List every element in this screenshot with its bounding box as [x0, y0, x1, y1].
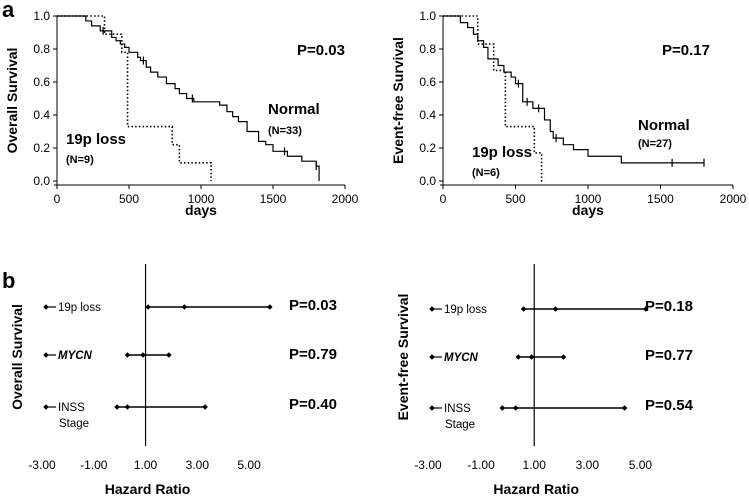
row-label: INSS — [58, 402, 85, 414]
x-tick-label: 500 — [505, 192, 525, 206]
y-tick-label: 0.2 — [419, 141, 436, 155]
group-n-label: (N=9) — [66, 154, 94, 166]
y-tick-label: 1.0 — [419, 9, 436, 23]
group-n-label: (N=6) — [472, 167, 500, 179]
x-tick-label: 1500 — [260, 192, 287, 206]
ci-low-marker — [499, 405, 506, 411]
row-p-value: P=0.79 — [289, 346, 337, 363]
group-label: Normal — [638, 117, 690, 134]
x-tick-label: 5.00 — [237, 458, 261, 472]
x-tick-label: 1500 — [647, 192, 674, 206]
estimate-marker — [512, 405, 519, 411]
x-axis-title: Hazard Ratio — [493, 481, 579, 497]
estimate-marker — [124, 404, 131, 410]
y-tick-label: 0.0 — [419, 174, 436, 188]
row-p-value: P=0.40 — [289, 396, 337, 413]
x-axis-title: days — [572, 202, 604, 218]
group-n-label: (N=27) — [638, 138, 672, 150]
y-tick-label: 0.2 — [33, 141, 50, 155]
x-tick-label: 500 — [119, 192, 139, 206]
x-tick-label: 1.00 — [523, 458, 547, 472]
estimate-marker — [140, 352, 146, 358]
km-curve-normal — [57, 15, 320, 181]
y-tick-label: 0.4 — [419, 108, 436, 122]
row-label: MYCN — [444, 352, 479, 364]
x-tick-label: -1.00 — [467, 458, 495, 472]
ci-high-marker — [560, 354, 567, 360]
x-tick-label: 1.00 — [134, 458, 158, 472]
ci-high-marker — [621, 405, 628, 411]
x-axis-title: Hazard Ratio — [105, 481, 191, 497]
km-panel-efs: 0.0 0.2 0.4 0.6 0.8 1.0 0 500 1000 1500 2000 days Ev… — [390, 9, 747, 218]
x-tick-label: -3.00 — [28, 458, 56, 472]
group-label: 19p loss — [472, 144, 532, 161]
estimate-marker — [552, 306, 559, 312]
y-tick-label: 0.8 — [33, 42, 50, 56]
y-axis-title: Overall Survival — [4, 48, 20, 154]
row-p-value: P=0.03 — [289, 297, 337, 314]
y-tick-label: 0.4 — [33, 108, 50, 122]
y-axis-title: Event-free Survival — [390, 37, 406, 164]
ci-high-marker — [267, 304, 273, 310]
x-tick-label: 0 — [54, 192, 61, 206]
y-tick-label: 0.6 — [33, 75, 50, 89]
x-tick-label: 3.00 — [186, 458, 210, 472]
ci-high-marker — [642, 306, 649, 312]
forest-panel-efs: -3.00 -1.00 1.00 3.00 5.00 Hazard Ratio Event-… — [395, 264, 694, 497]
km-curve-19p-loss — [57, 15, 212, 181]
ci-low-marker — [114, 404, 120, 410]
row-p-value: P=0.54 — [645, 397, 694, 414]
charts-layer: 0.00.20.40.60.81.00 500 1000 1500 2000daysOv… — [4, 9, 747, 497]
km-panel-os: 0.0 0.2 0.4 0.6 0.8 1.0 0 500 1000 1500 2000 days Ov… — [4, 9, 359, 218]
ci-low-marker — [124, 352, 131, 358]
group-n-label: (N=33) — [268, 125, 302, 137]
y-tick-label: 0.0 — [33, 174, 50, 188]
y-axis-title: Overall Survival — [9, 304, 25, 410]
p-value: P=0.03 — [297, 42, 345, 59]
km-curve-19p-loss — [443, 15, 545, 182]
x-tick-label: -1.00 — [80, 458, 108, 472]
row-label: INSS — [444, 403, 471, 415]
row-label: 19p loss — [58, 302, 101, 314]
x-tick-label: 1000 — [188, 192, 215, 206]
forest-panel-os: -3.00 -1.00 1.00 3.00 5.00 Hazard Ratio Overal… — [9, 264, 337, 497]
x-tick-label: 2000 — [720, 192, 747, 206]
row-p-value: P=0.18 — [645, 298, 693, 315]
ci-low-marker — [520, 306, 527, 312]
y-tick-label: 0.8 — [419, 42, 436, 56]
row-label-line2: Stage — [59, 418, 89, 430]
p-value: P=0.17 — [662, 42, 710, 59]
row-label-line2: Stage — [445, 419, 475, 431]
y-tick-label: 1.0 — [33, 9, 50, 23]
ci-low-marker — [515, 354, 522, 360]
km-curve-normal — [443, 15, 704, 164]
x-tick-label: 5.00 — [629, 458, 653, 472]
row-label: 19p loss — [444, 304, 487, 316]
row-p-value: P=0.77 — [645, 347, 693, 364]
row-label: MYCN — [58, 350, 93, 362]
estimate-marker — [181, 304, 188, 310]
ci-high-marker — [166, 352, 172, 358]
panel-letter-b: b — [2, 268, 15, 293]
y-axis-title: Event-free Survival — [395, 294, 411, 421]
group-label: Normal — [268, 101, 320, 118]
x-tick-label: 2000 — [332, 192, 359, 206]
x-axis-title: days — [185, 202, 217, 218]
ci-high-marker — [202, 404, 208, 410]
x-tick-label: 3.00 — [576, 458, 600, 472]
estimate-marker — [528, 354, 535, 360]
x-tick-label: -3.00 — [414, 458, 442, 472]
ci-low-marker — [145, 304, 151, 310]
x-tick-label: 0 — [440, 192, 447, 206]
y-tick-label: 0.6 — [419, 75, 436, 89]
x-tick-label: 1000 — [575, 192, 602, 206]
group-label: 19p loss — [66, 131, 126, 148]
panel-letter-a: a — [2, 0, 15, 22]
